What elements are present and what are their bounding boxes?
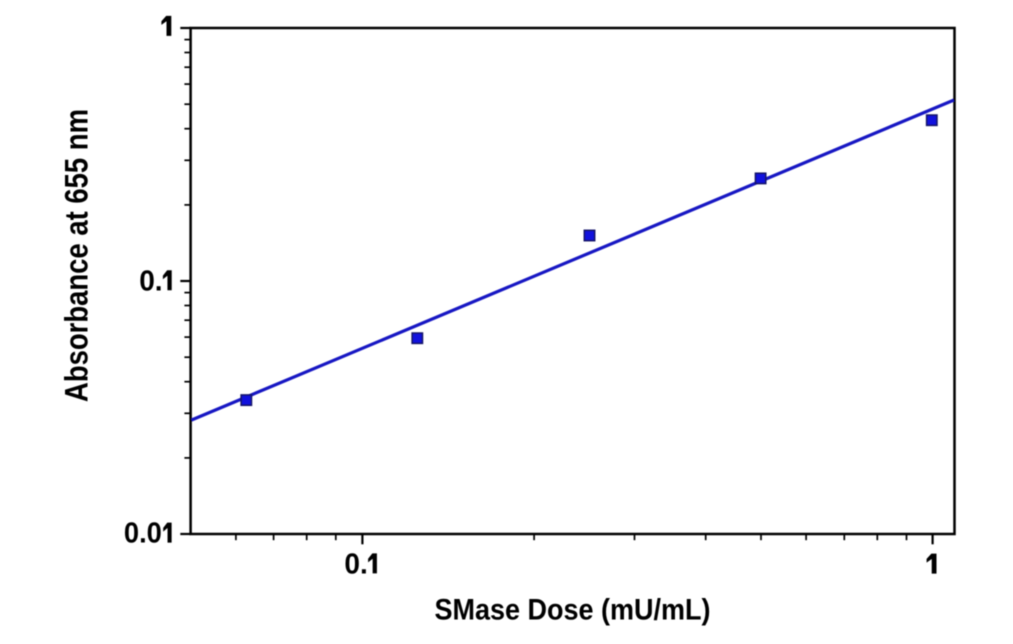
svg-text:0.: 0. bbox=[139, 265, 162, 297]
svg-text:Absorbance at 655 nm: Absorbance at 655 nm bbox=[59, 109, 95, 402]
svg-text:0.0: 0.0 bbox=[124, 518, 162, 550]
svg-text:SMase Dose (mU/mL): SMase Dose (mU/mL) bbox=[435, 593, 711, 626]
svg-text:0.: 0. bbox=[344, 548, 367, 580]
